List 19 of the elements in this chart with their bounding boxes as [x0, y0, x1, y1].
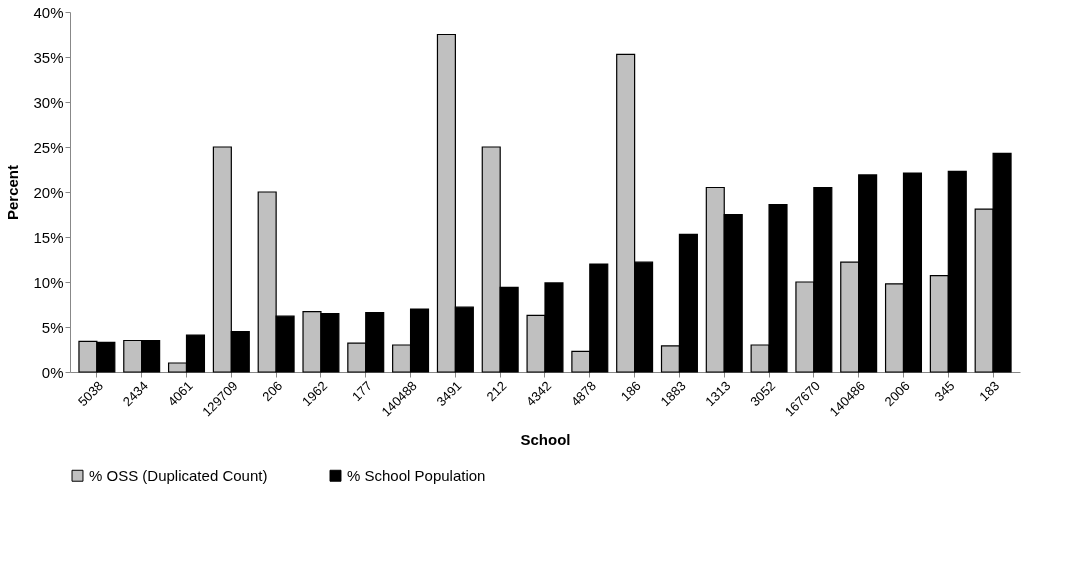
- x-tick-label: 345: [931, 378, 958, 405]
- x-tick-label: 177: [348, 378, 375, 405]
- legend-label: % OSS (Duplicated Count): [89, 466, 268, 484]
- x-tick-label: 212: [483, 378, 510, 405]
- legend-label: % School Population: [347, 466, 486, 484]
- x-tick-label: 183: [976, 378, 1003, 405]
- y-axis-title: Percent: [4, 164, 22, 221]
- y-tick-label: 35%: [33, 48, 64, 66]
- y-tick-label: 30%: [33, 93, 64, 111]
- y-tick-label: 5%: [41, 318, 64, 336]
- x-tick-label: 186: [617, 378, 644, 405]
- y-tick-label: 40%: [33, 3, 64, 21]
- y-tick-label: 20%: [33, 183, 64, 201]
- x-axis-title: School: [520, 431, 571, 449]
- y-tick-label: 0%: [41, 363, 64, 381]
- x-tick-label: 206: [259, 378, 286, 405]
- y-tick-label: 15%: [33, 228, 64, 246]
- y-tick-label: 10%: [33, 273, 64, 291]
- y-tick-label: 25%: [33, 138, 64, 156]
